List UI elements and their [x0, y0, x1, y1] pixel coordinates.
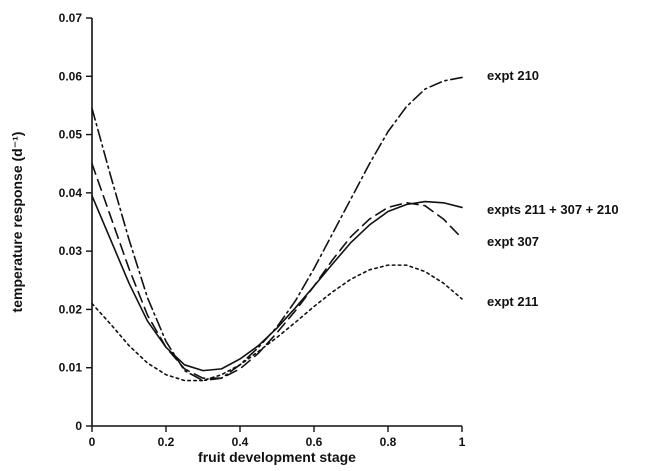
y-ticks: 0 0.01 0.02 0.03 0.04 0.05 0.06 0.07 [59, 11, 92, 433]
series-labels: expt 210 expts 211 + 307 + 210 expt 307 exp… [487, 68, 619, 309]
y-tick-label: 0.05 [59, 128, 83, 142]
y-tick-label: 0.03 [59, 244, 83, 258]
y-tick-label: 0.02 [59, 302, 83, 316]
x-axis-title: fruit development stage [198, 449, 356, 465]
series-line-2 [91, 162, 463, 380]
x-tick-label: 0 [89, 435, 96, 449]
series-line-1 [91, 194, 463, 372]
y-axis-title: temperature response (d⁻¹) [9, 132, 25, 313]
y-tick-label: 0.06 [59, 69, 83, 83]
x-tick-label: 1 [459, 435, 466, 449]
y-tick-label: 0.01 [59, 361, 83, 375]
series-label-0: expt 210 [487, 68, 539, 83]
series-label-3: expt 211 [487, 294, 538, 309]
x-tick-label: 0.8 [380, 435, 397, 449]
y-tick-label: 0.04 [59, 186, 83, 200]
axes [91, 18, 462, 427]
x-tick-label: 0.6 [306, 435, 323, 449]
series-label-2: expt 307 [487, 234, 539, 249]
series-line-0 [91, 76, 463, 382]
series-line-3 [91, 264, 463, 382]
x-tick-label: 0.2 [158, 435, 175, 449]
series-lines [91, 76, 463, 382]
y-tick-label: 0.07 [59, 11, 83, 25]
series-label-1: expts 211 + 307 + 210 [487, 202, 619, 217]
y-tick-label: 0 [75, 419, 82, 433]
x-tick-label: 0.4 [232, 435, 249, 449]
x-ticks: 0 0.2 0.4 0.6 0.8 1 [89, 426, 466, 449]
